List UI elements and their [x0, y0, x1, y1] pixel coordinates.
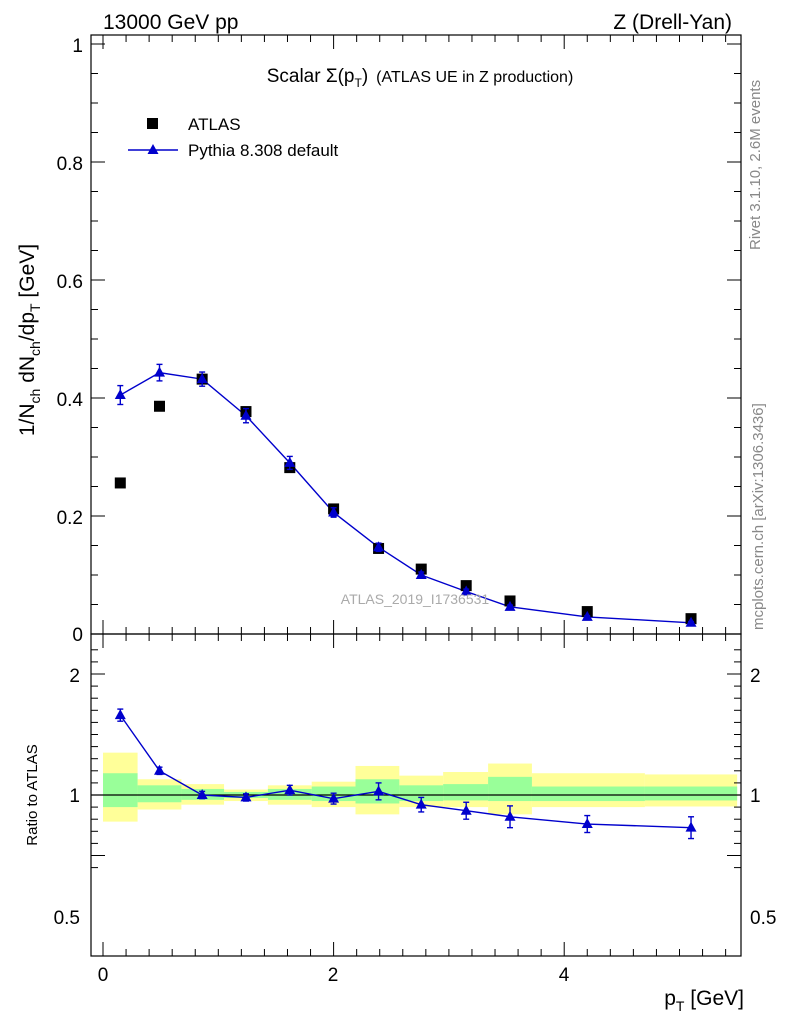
ratio-data-marks: [114, 708, 697, 840]
ratio-data-point: [114, 709, 126, 720]
main-axis-ticks: [91, 35, 741, 635]
header-process-label: Z (Drell-Yan): [613, 11, 732, 34]
stat-uncertainty-band: [399, 785, 444, 802]
ratio-ytick-label: 0.5: [54, 908, 80, 929]
ratio-data-point: [373, 785, 385, 796]
rivet-version-label: Rivet 3.1.10, 2.6M events: [747, 80, 764, 250]
mcplots-label: mcplots.cern.ch [arXiv:1306.3436]: [750, 403, 767, 630]
ratio-data-point: [284, 784, 296, 795]
mc-data-point: [240, 409, 252, 420]
ratio-ytick-label-right: 0.5: [750, 908, 776, 929]
main-ytick-label: 1: [72, 36, 83, 57]
main-ytick-label: 0.2: [57, 508, 83, 529]
ratio-data-point: [240, 791, 252, 802]
ratio-data-point: [460, 804, 472, 815]
xtick-label: 2: [328, 965, 339, 986]
mc-data-point: [114, 389, 126, 400]
main-ytick-label: 0.6: [57, 272, 83, 293]
mc-data-point: [328, 506, 340, 517]
legend: ATLAS Pythia 8.308 default: [128, 115, 339, 160]
ratio-data-point: [328, 792, 340, 803]
main-data-marks: [114, 363, 697, 627]
ratio-data-point: [504, 810, 516, 821]
ratio-panel: 0.5 1 2 0.5 1 2 0 2 4 Ratio to ATLAS pT …: [24, 633, 776, 1014]
x-axis-title: pT [GeV]: [664, 987, 744, 1014]
mc-data-point: [685, 616, 697, 627]
mc-data-point: [196, 373, 208, 384]
analysis-watermark: ATLAS_2019_I1736531: [341, 591, 490, 607]
main-ytick-label: 0.4: [57, 390, 84, 411]
ratio-data-point: [153, 764, 165, 775]
main-panel: 0 0.2 0.4 0.6 0.8 1 1/Nch dNch/dpT [GeV]…: [16, 34, 742, 646]
ratio-y-axis-title: Ratio to ATLAS: [24, 744, 41, 845]
stat-uncertainty-band: [443, 784, 489, 801]
mc-data-point: [504, 600, 516, 611]
main-ytick-label: 0.8: [57, 154, 83, 175]
legend-mc-label: Pythia 8.308 default: [188, 141, 339, 160]
ratio-data-point: [685, 821, 697, 832]
mc-data-point: [153, 366, 165, 377]
ratio-data-point: [196, 789, 208, 799]
header-energy-label: 13000 GeV pp: [103, 11, 238, 34]
mc-data-point: [284, 456, 296, 467]
ratio-ytick-label-right: 1: [750, 786, 761, 807]
ratio-plot-frame: [90, 633, 742, 957]
main-ytick-label: 0: [72, 625, 83, 646]
ratio-axis-ticks: [91, 634, 741, 956]
ratio-data-point: [581, 818, 593, 829]
mc-data-point: [581, 610, 593, 621]
stat-uncertainty-band: [488, 776, 532, 802]
ratio-ytick-label: 1: [69, 786, 80, 807]
chart-title: Scalar Σ(pT) (ATLAS UE in Z production): [267, 66, 574, 90]
ratio-ytick-label-right: 2: [750, 666, 761, 687]
mc-data-point: [373, 541, 385, 552]
mc-data-point: [415, 569, 427, 579]
stat-uncertainty-band: [531, 786, 645, 802]
main-y-axis-title: 1/Nch dNch/dpT [GeV]: [16, 244, 43, 436]
stat-uncertainty-band: [137, 785, 182, 803]
xtick-label: 4: [559, 965, 570, 986]
mc-data-point: [460, 585, 472, 596]
mc-series-line: [119, 371, 692, 624]
legend-mc-marker: [147, 144, 159, 154]
ratio-data-point: [415, 798, 427, 809]
ratio-ytick-label: 2: [69, 666, 80, 687]
legend-data-marker: [147, 118, 158, 129]
atlas-data-point: [153, 400, 165, 412]
legend-data-label: ATLAS: [188, 115, 241, 134]
xtick-label: 0: [98, 965, 109, 986]
stat-uncertainty-band: [103, 773, 138, 808]
ratio-series-line: [119, 714, 692, 829]
stat-uncertainty-band: [644, 786, 738, 801]
atlas-data-point: [114, 477, 126, 489]
